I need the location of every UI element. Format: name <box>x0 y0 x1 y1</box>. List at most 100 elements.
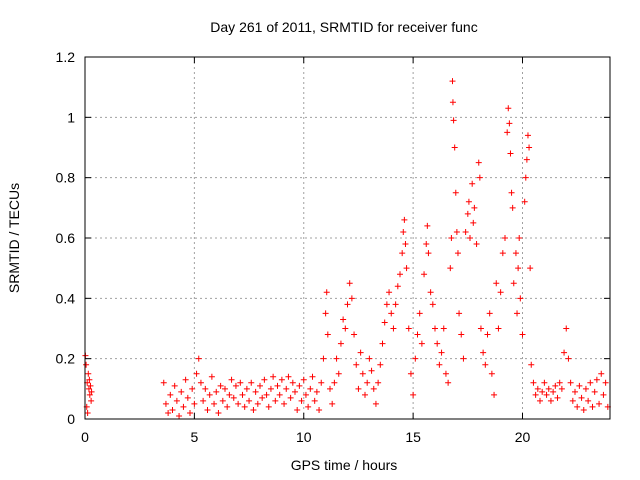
data-point <box>576 382 583 389</box>
data-point <box>213 388 220 395</box>
data-point <box>473 241 480 248</box>
data-point <box>171 382 178 389</box>
data-point <box>182 376 189 383</box>
data-point <box>372 400 379 407</box>
data-point <box>545 385 552 392</box>
data-point <box>272 397 279 404</box>
data-point <box>530 379 537 386</box>
data-point <box>331 379 338 386</box>
data-point <box>300 376 307 383</box>
data-point <box>335 370 342 377</box>
data-point <box>257 382 263 389</box>
data-point <box>366 355 373 362</box>
data-point <box>440 325 447 332</box>
data-point <box>176 412 183 419</box>
data-point <box>86 391 93 398</box>
data-point <box>283 385 290 392</box>
data-point <box>353 361 360 368</box>
data-point <box>195 355 202 362</box>
data-point <box>410 391 417 398</box>
data-point <box>467 235 473 241</box>
data-point <box>204 406 211 413</box>
data-point <box>452 189 459 196</box>
data-point <box>322 310 329 317</box>
data-point <box>333 355 340 362</box>
data-point <box>509 204 516 211</box>
data-point <box>87 382 94 389</box>
data-point <box>254 400 261 407</box>
data-point <box>324 331 331 338</box>
data-point <box>351 331 358 338</box>
data-point <box>403 265 410 272</box>
data-point <box>287 394 294 401</box>
data-point <box>250 406 257 413</box>
data-point <box>86 376 93 383</box>
data-point <box>405 325 412 332</box>
data-point <box>167 391 174 398</box>
data-point <box>388 310 395 317</box>
data-point <box>355 385 362 392</box>
data-point <box>222 385 228 392</box>
data-point <box>454 250 461 257</box>
data-point <box>523 156 530 163</box>
data-point <box>252 388 259 395</box>
data-point <box>514 310 521 317</box>
x-tick-label: 5 <box>190 429 198 445</box>
data-point <box>499 250 506 257</box>
data-point <box>191 400 198 407</box>
data-point <box>160 379 167 386</box>
data-point <box>528 361 535 368</box>
data-point <box>386 289 393 296</box>
x-tick-label: 20 <box>515 429 531 445</box>
data-point <box>497 289 504 296</box>
data-point <box>379 340 386 347</box>
data-point <box>327 385 333 392</box>
data-point <box>507 150 514 157</box>
data-point <box>362 391 368 398</box>
data-point <box>519 331 526 338</box>
data-point <box>211 400 218 407</box>
data-point <box>527 265 534 272</box>
data-point <box>484 331 491 338</box>
data-point <box>399 250 406 257</box>
data-point <box>169 406 176 413</box>
data-point <box>208 373 215 380</box>
data-point <box>506 120 513 127</box>
data-point <box>602 379 609 386</box>
data-point <box>458 331 465 338</box>
data-point <box>88 388 95 395</box>
data-point <box>593 376 600 383</box>
data-point <box>465 198 472 205</box>
data-point <box>587 379 594 386</box>
data-point <box>552 382 559 389</box>
data-point <box>329 400 336 407</box>
data-point <box>219 397 226 404</box>
data-point <box>471 204 478 211</box>
data-point <box>470 219 477 226</box>
y-axis-label: SRMTID / TECUs <box>6 183 22 293</box>
data-point <box>469 180 476 187</box>
data-point <box>486 310 493 317</box>
data-point <box>261 376 268 383</box>
data-point <box>464 210 471 217</box>
data-point <box>313 388 320 395</box>
data-point <box>543 391 550 398</box>
data-point <box>342 325 349 332</box>
data-point <box>274 382 281 389</box>
data-point <box>392 301 399 308</box>
data-point <box>289 379 296 386</box>
data-point <box>578 394 585 401</box>
data-point <box>235 400 242 407</box>
data-point <box>432 325 438 332</box>
data-point <box>270 373 277 380</box>
data-point <box>165 409 172 416</box>
data-point <box>517 295 524 302</box>
data-point <box>477 325 484 332</box>
data-point <box>320 355 327 362</box>
data-point <box>383 301 390 308</box>
data-point <box>263 391 270 398</box>
data-point <box>495 325 502 332</box>
data-point <box>311 397 318 404</box>
data-point <box>423 241 430 248</box>
data-point <box>83 361 90 368</box>
